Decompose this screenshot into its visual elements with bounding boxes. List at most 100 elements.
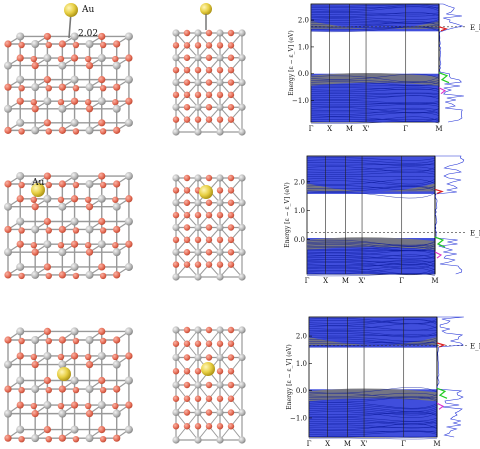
metal-atom xyxy=(85,336,94,344)
gold-adsorbate xyxy=(64,3,212,39)
metal-atom xyxy=(58,104,67,113)
metal-atom xyxy=(194,128,202,136)
oxygen-atom xyxy=(205,395,213,402)
metal-atom xyxy=(97,54,106,63)
oxygen-atom xyxy=(205,381,213,389)
oxygen-atom xyxy=(216,116,224,123)
oxygen-atom xyxy=(183,54,191,61)
band-structure-panel: Γ X M X' Γ M 2.0 1.0 0.0 −1.0 Energy [ε − ε_V] (eV… xyxy=(286,316,480,448)
oxygen-atom xyxy=(205,409,213,416)
metal-atom xyxy=(172,223,180,232)
metal-atom xyxy=(70,327,79,336)
oxygen-atom xyxy=(183,261,191,268)
metal-atom xyxy=(31,270,40,279)
kpoint-label: M xyxy=(431,277,438,285)
oxygen-atom xyxy=(45,181,52,189)
oxygen-atom xyxy=(4,40,12,48)
metal-atom xyxy=(31,225,40,234)
oxygen-atom xyxy=(84,55,92,63)
metal-atom xyxy=(172,326,180,334)
metal-atom xyxy=(194,29,202,37)
metal-atom xyxy=(112,202,121,211)
metal-atom xyxy=(4,360,12,369)
metal-atom xyxy=(4,409,12,418)
oxygen-atom xyxy=(227,249,235,256)
oxygen-atom xyxy=(205,54,213,61)
top-view-structure xyxy=(172,326,246,444)
kpoint-label: Γ xyxy=(305,277,310,285)
oxygen-atom xyxy=(172,66,180,74)
oxygen-atom xyxy=(18,181,25,189)
oxygen-atom xyxy=(183,91,191,99)
metal-atom xyxy=(172,103,180,111)
metal-atom xyxy=(112,248,121,257)
oxygen-atom xyxy=(57,242,65,249)
oxygen-atom xyxy=(183,381,191,389)
metal-atom xyxy=(172,174,180,182)
metal-atom xyxy=(112,104,121,113)
metal-atom xyxy=(194,54,202,62)
metal-atom xyxy=(194,199,202,207)
oxygen-atom xyxy=(57,55,65,63)
oxygen-atom xyxy=(84,196,92,203)
oxygen-atom xyxy=(194,66,202,74)
oxygen-atom xyxy=(183,249,191,256)
oxygen-atom xyxy=(112,55,119,63)
density-of-states-curve xyxy=(436,316,464,438)
oxygen-atom xyxy=(205,224,213,231)
oxygen-atom xyxy=(70,401,79,409)
metal-atom xyxy=(97,351,106,360)
oxygen-atom xyxy=(72,227,80,234)
oxygen-atom xyxy=(31,360,39,369)
oxygen-atom xyxy=(216,211,224,219)
oxygen-atom xyxy=(4,126,12,134)
oxygen-atom xyxy=(45,435,52,443)
oxygen-atom xyxy=(112,402,119,410)
oxygen-atom xyxy=(4,336,12,344)
kpoint-label: Γ xyxy=(403,125,408,133)
oxygen-atom xyxy=(205,29,213,37)
oxygen-atom xyxy=(45,272,52,280)
oxygen-atom xyxy=(194,340,202,347)
oxygen-atom xyxy=(45,128,52,135)
conduction-shading xyxy=(309,337,437,345)
row-3: Γ X M X' Γ M 2.0 1.0 0.0 −1.0 Energy [ε − ε_V] (eV… xyxy=(4,316,480,448)
oxygen-atom xyxy=(85,360,94,369)
oxygen-atom xyxy=(216,91,224,99)
metal-atom xyxy=(194,353,202,362)
oxygen-atom xyxy=(183,211,191,219)
metal-atom xyxy=(58,61,67,70)
fermi-level-label: E_F xyxy=(470,229,480,237)
au-atom-top-view xyxy=(201,362,215,376)
oxygen-atom xyxy=(183,354,191,361)
oxygen-atom xyxy=(194,91,202,99)
oxygen-atom xyxy=(205,66,213,74)
oxygen-atom xyxy=(43,119,52,127)
oxygen-atom xyxy=(183,368,191,375)
oxygen-atom xyxy=(227,199,235,206)
oxygen-atom xyxy=(4,180,12,188)
oxygen-atom xyxy=(194,423,202,430)
oxygen-atom xyxy=(58,434,66,442)
gold-adsorbate xyxy=(31,183,213,199)
oxygen-atom xyxy=(205,249,213,256)
metal-atom xyxy=(216,248,224,256)
kpoint-label: M xyxy=(435,125,442,133)
band-structure-panel: Γ X M X' Γ M 2.0 1.0 0.0 −1.0 Energy [ε − ε_V] (eV… xyxy=(288,3,480,133)
oxygen-atom xyxy=(58,40,66,48)
oxygen-atom xyxy=(98,425,106,434)
oxygen-atom xyxy=(99,386,107,394)
oxygen-atom xyxy=(72,128,80,135)
metal-atom xyxy=(194,381,202,389)
oxygen-atom xyxy=(227,116,235,123)
oxygen-atom xyxy=(72,272,80,280)
oxygen-atom xyxy=(183,104,191,111)
oxygen-atom xyxy=(216,187,224,194)
kpoint-label: X' xyxy=(359,277,366,285)
oxygen-atom xyxy=(172,91,180,99)
oxygen-atom xyxy=(113,126,121,134)
oxygen-atom xyxy=(70,195,79,203)
oxygen-atom xyxy=(84,242,92,249)
